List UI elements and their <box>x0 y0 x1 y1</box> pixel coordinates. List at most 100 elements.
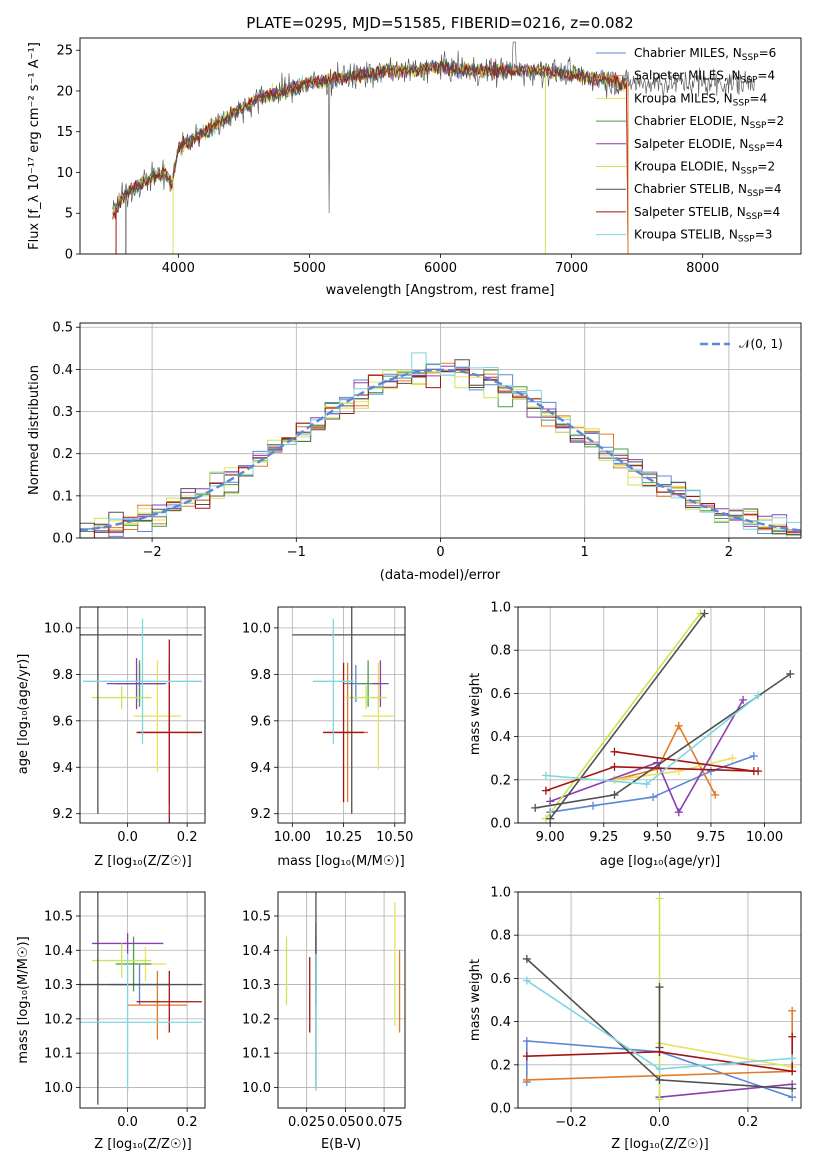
age-weight-x-tick-label: 9.50 <box>643 830 672 845</box>
mass-age-plot-area: 10.00 10.25 10.50 9.2 9.4 9.6 9.8 10.0 <box>242 606 413 845</box>
spectrum-y-tick-label: 5 <box>65 207 73 222</box>
spectrum-legend-entry: Salpeter ELODIE, NSSP=4 <box>634 137 783 154</box>
age-weight-x-tick-label: 9.75 <box>696 830 725 845</box>
z-weight-point-marker <box>655 1065 664 1074</box>
spectrum-legend-entry: Kroupa STELIB, NSSP=3 <box>634 228 772 245</box>
z-age-panel: 0.0 0.2 9.2 9.4 9.6 9.8 10.0 Z [log₁₀(Z/Z☉)] a… <box>16 606 206 869</box>
ebv-mass-x-tick-label: 0.025 <box>288 1115 325 1130</box>
spectrum-x-tick-label: 5000 <box>293 261 326 276</box>
z-mass-x-tick-label: 0.2 <box>177 1115 198 1130</box>
z-weight-point-marker <box>522 1052 531 1061</box>
spectrum-x-tick-label: 7000 <box>555 261 588 276</box>
age-weight-series-line <box>549 613 706 820</box>
spectrum-y-tick-label: 0 <box>65 248 73 263</box>
z-mass-y-tick-label: 10.2 <box>44 1012 73 1027</box>
age-weight-frame <box>517 606 802 824</box>
ebv-mass-y-tick-label: 10.1 <box>242 1047 271 1062</box>
spectrum-panel: PLATE=0295, MJD=51585, FIBERID=0216, z=0… <box>27 14 802 298</box>
age-weight-panel: 9.00 9.25 9.50 9.75 10.000.00.20.40.60.81.0 … <box>468 601 802 869</box>
age-weight-series-line <box>545 613 701 820</box>
age-weight-y-tick-label: 0.0 <box>490 817 511 832</box>
z-mass-y-tick-label: 10.5 <box>44 910 73 925</box>
z-weight-panel: −0.2 0.0 0.2 0.0 0.2 0.4 0.6 0.8 1.0 Z [log₁₀(Z/… <box>468 886 802 1152</box>
z-weight-x-tick-label: 0.2 <box>738 1115 759 1130</box>
z-weight-y-label: mass weight <box>468 959 483 1041</box>
age-weight-point-marker <box>610 747 619 756</box>
z-age-y-label: age [log₁₀(age/yr)] <box>16 654 31 775</box>
z-weight-point-marker <box>788 1067 797 1076</box>
mass-age-y-tick-label: 9.4 <box>250 761 271 776</box>
z-age-y-tick-label: 9.8 <box>52 668 73 683</box>
residual-y-tick-label: 0.1 <box>52 489 73 504</box>
z-weight-y-tick-label: 0.4 <box>490 1015 511 1030</box>
ebv-mass-y-tick-label: 10.3 <box>242 978 271 993</box>
z-weight-point-marker <box>655 1075 664 1084</box>
age-weight-y-tick-label: 0.2 <box>490 773 511 788</box>
spectrum-legend-entry: Chabrier STELIB, NSSP=4 <box>634 182 782 199</box>
spectrum-y-tick-label: 25 <box>56 44 73 59</box>
residual-x-tick-label: −1 <box>287 545 306 560</box>
age-weight-point-marker <box>706 767 715 776</box>
spectrum-x-tick-label: 6000 <box>424 261 457 276</box>
spectrum-plot-area: 4000 5000 6000 7000 8000 0 5 10 15 20 25 Chabrier M… <box>56 37 802 276</box>
z-weight-point-marker <box>522 1037 531 1046</box>
z-age-x-tick-label: 0.0 <box>117 830 138 845</box>
z-mass-panel: 0.0 0.2 10.0 10.1 10.2 10.3 10.4 10.5 Z [log₁₀(… <box>16 891 206 1152</box>
residual-histogram-panel: −2 −1 0 1 2 0.0 0.1 0.2 0.3 0.4 0.5 𝒩(0, 1) (data-m… <box>27 321 802 583</box>
mass-age-panel: 10.00 10.25 10.50 9.2 9.4 9.6 9.8 10.0 mass [lo… <box>242 606 413 869</box>
age-weight-point-marker <box>700 609 709 618</box>
z-weight-x-tick-label: −0.2 <box>555 1115 587 1130</box>
z-weight-point-marker <box>522 954 531 963</box>
z-weight-point-marker <box>522 976 531 985</box>
spectrum-x-label: wavelength [Angstrom, rest frame] <box>326 283 555 298</box>
ebv-mass-y-tick-label: 10.4 <box>242 944 271 959</box>
spectrum-series-line <box>112 60 629 254</box>
age-weight-point-marker <box>786 669 795 678</box>
ebv-mass-y-tick-label: 10.0 <box>242 1081 271 1096</box>
residual-x-tick-label: 0 <box>436 545 444 560</box>
z-age-y-tick-label: 9.4 <box>52 761 73 776</box>
ebv-mass-panel: 0.025 0.050 0.07510.010.110.210.310.410.5 … <box>242 891 406 1152</box>
ebv-mass-frame <box>277 891 406 1109</box>
z-mass-x-tick-label: 0.0 <box>117 1115 138 1130</box>
z-age-y-tick-label: 9.2 <box>52 807 73 822</box>
ebv-mass-x-tick-label: 0.050 <box>327 1115 364 1130</box>
z-mass-y-tick-label: 10.0 <box>44 1081 73 1096</box>
residual-frame <box>79 322 802 539</box>
spectrum-legend-entry: Chabrier MILES, NSSP=6 <box>634 46 776 63</box>
z-weight-y-tick-label: 1.0 <box>490 886 511 901</box>
z-age-x-tick-label: 0.2 <box>177 830 198 845</box>
age-weight-point-marker <box>749 752 758 761</box>
age-weight-point-marker <box>546 814 555 823</box>
age-weight-y-tick-label: 0.8 <box>490 644 511 659</box>
age-weight-point-marker <box>541 786 550 795</box>
age-weight-point-marker <box>649 793 658 802</box>
spectrum-frame <box>79 37 802 255</box>
z-weight-plot-area: −0.2 0.0 0.2 0.0 0.2 0.4 0.6 0.8 1.0 <box>490 886 802 1130</box>
spectrum-legend-entry: Salpeter MILES, NSSP=4 <box>634 69 775 86</box>
age-weight-point-marker <box>546 797 555 806</box>
age-weight-series-line <box>614 750 754 772</box>
z-weight-point-marker <box>655 983 664 992</box>
z-mass-y-label: mass [log₁₀(M/M☉)] <box>16 936 31 1063</box>
z-weight-point-marker <box>788 1032 797 1041</box>
spectrum-series-line <box>112 61 629 254</box>
spectrum-y-tick-label: 15 <box>56 125 73 140</box>
spectrum-legend-entry: Kroupa ELODIE, NSSP=2 <box>634 160 775 177</box>
z-weight-y-tick-label: 0.8 <box>490 929 511 944</box>
z-mass-plot-area: 0.0 0.2 10.0 10.1 10.2 10.3 10.4 10.5 <box>44 891 206 1130</box>
age-weight-x-tick-label: 9.00 <box>536 830 565 845</box>
spectrum-x-tick-label: 4000 <box>162 261 195 276</box>
z-weight-y-tick-label: 0.0 <box>490 1102 511 1117</box>
residual-x-tick-label: 1 <box>581 545 589 560</box>
z-weight-point-marker <box>522 1075 531 1084</box>
ebv-mass-y-tick-label: 10.2 <box>242 1012 271 1027</box>
spectrum-y-tick-label: 10 <box>56 166 73 181</box>
age-weight-y-label: mass weight <box>468 673 483 755</box>
spectrum-series-line <box>112 41 755 214</box>
spectrum-series-line <box>112 59 627 218</box>
z-mass-y-tick-label: 10.3 <box>44 978 73 993</box>
z-weight-x-label: Z [log₁₀(Z/Z☉)] <box>611 1137 708 1152</box>
residual-y-tick-label: 0.2 <box>52 447 73 462</box>
